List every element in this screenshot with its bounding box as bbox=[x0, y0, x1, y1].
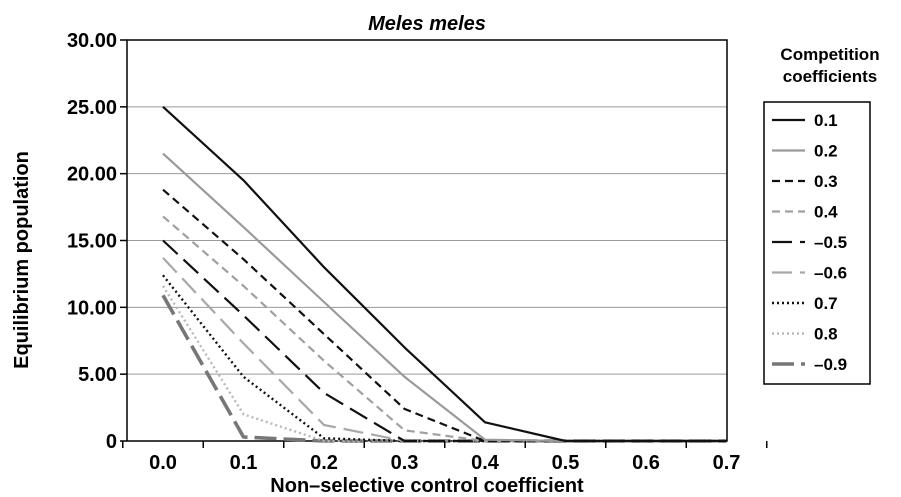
x-tick-label: 0.3 bbox=[391, 452, 419, 474]
legend-title-line: Competition bbox=[780, 45, 879, 64]
y-tick-label: 10.00 bbox=[67, 297, 117, 319]
y-tick-labels: 0 5.00 10.00 15.00 20.00 25.00 30.00 bbox=[67, 30, 127, 453]
x-tick-label: 0.0 bbox=[149, 452, 177, 474]
x-tick-label: 0.2 bbox=[310, 452, 338, 474]
legend-label: 0.1 bbox=[814, 111, 838, 130]
x-tick-label: 0.5 bbox=[552, 452, 580, 474]
legend-label: 0.4 bbox=[814, 203, 838, 222]
legend-label: –0.9 bbox=[814, 355, 847, 374]
y-axis-title: Equilibrium population bbox=[11, 151, 33, 369]
y-tick-label: 20.00 bbox=[67, 164, 117, 186]
x-tick-label: 0.4 bbox=[471, 452, 500, 474]
legend-label: 0.7 bbox=[814, 294, 838, 313]
x-axis-title: Non–selective control coefficient bbox=[270, 475, 584, 497]
legend-label: –0.6 bbox=[814, 264, 847, 283]
legend-label: 0.3 bbox=[814, 172, 838, 191]
legend: Competition coefficients 0.1 0.2 0.3 0.4 –0.5… bbox=[763, 45, 880, 385]
x-tick-labels: 0.0 0.1 0.2 0.3 0.4 0.5 0.6 0.7 bbox=[122, 441, 768, 474]
series-line bbox=[162, 257, 727, 443]
series-line bbox=[162, 188, 727, 443]
legend-title: Competition coefficients bbox=[780, 45, 879, 86]
x-tick-label: 0.6 bbox=[632, 452, 660, 474]
legend-label: 0.8 bbox=[814, 325, 838, 344]
legend-label: 0.2 bbox=[814, 142, 838, 161]
y-tick-label: 5.00 bbox=[78, 364, 117, 386]
series-line bbox=[161, 285, 727, 443]
series-line bbox=[162, 239, 727, 443]
y-tick-label: 30.00 bbox=[67, 30, 117, 52]
legend-title-line: coefficients bbox=[783, 67, 877, 86]
legend-label: –0.5 bbox=[814, 233, 847, 252]
x-tick-label: 0.1 bbox=[230, 452, 258, 474]
y-tick-label: 15.00 bbox=[67, 231, 117, 253]
gridlines bbox=[127, 106, 727, 375]
series-line bbox=[162, 152, 727, 443]
x-tick-label: 0.7 bbox=[713, 452, 741, 474]
y-tick-label: 0 bbox=[106, 431, 117, 453]
series-lines bbox=[161, 105, 727, 443]
y-tick-label: 25.00 bbox=[67, 97, 117, 119]
chart-title: Meles meles bbox=[368, 13, 486, 35]
series-line bbox=[162, 105, 727, 443]
series-line bbox=[161, 294, 727, 443]
